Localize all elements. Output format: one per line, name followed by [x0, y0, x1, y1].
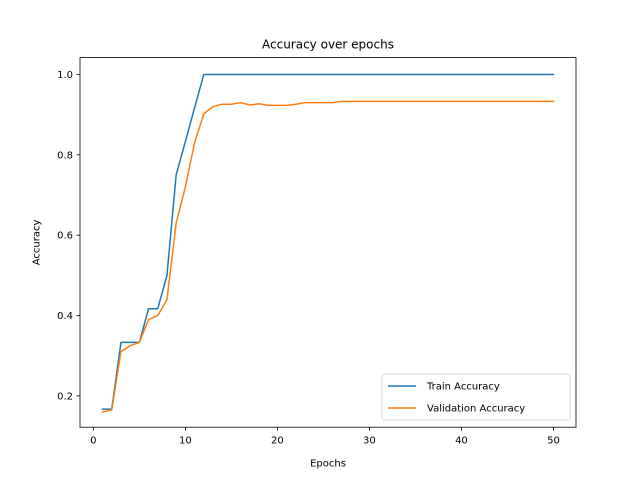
- y-tick-label: 0.4: [57, 311, 73, 322]
- axes-frame: [79, 57, 577, 428]
- chart-title: Accuracy over epochs: [262, 38, 394, 52]
- legend: Train Accuracy Validation Accuracy: [381, 373, 571, 421]
- y-axis-ticks: 0.2 0.4 0.6 0.8 1.0: [57, 70, 80, 402]
- x-tick-label: 20: [271, 436, 284, 447]
- x-tick-label: 0: [90, 436, 96, 447]
- y-tick-label: 0.8: [57, 150, 73, 161]
- x-tick-label: 40: [455, 436, 468, 447]
- x-axis-ticks: 0 10 20 30 40 50: [90, 427, 560, 447]
- y-axis-label: Accuracy: [32, 219, 43, 265]
- x-tick-label: 10: [179, 436, 192, 447]
- legend-frame: [381, 373, 571, 421]
- y-tick-label: 0.6: [57, 231, 73, 242]
- y-tick-label: 0.2: [57, 391, 73, 402]
- series-line-train-accuracy: [101, 73, 555, 410]
- x-axis-label: Epochs: [310, 459, 346, 470]
- x-tick-label: 50: [547, 436, 560, 447]
- legend-label: Validation Accuracy: [427, 404, 525, 415]
- x-tick-label: 30: [363, 436, 376, 447]
- legend-label: Train Accuracy: [426, 382, 500, 393]
- y-tick-label: 1.0: [57, 70, 73, 81]
- plot-lines: [101, 73, 555, 413]
- series-line-validation-accuracy: [101, 100, 555, 413]
